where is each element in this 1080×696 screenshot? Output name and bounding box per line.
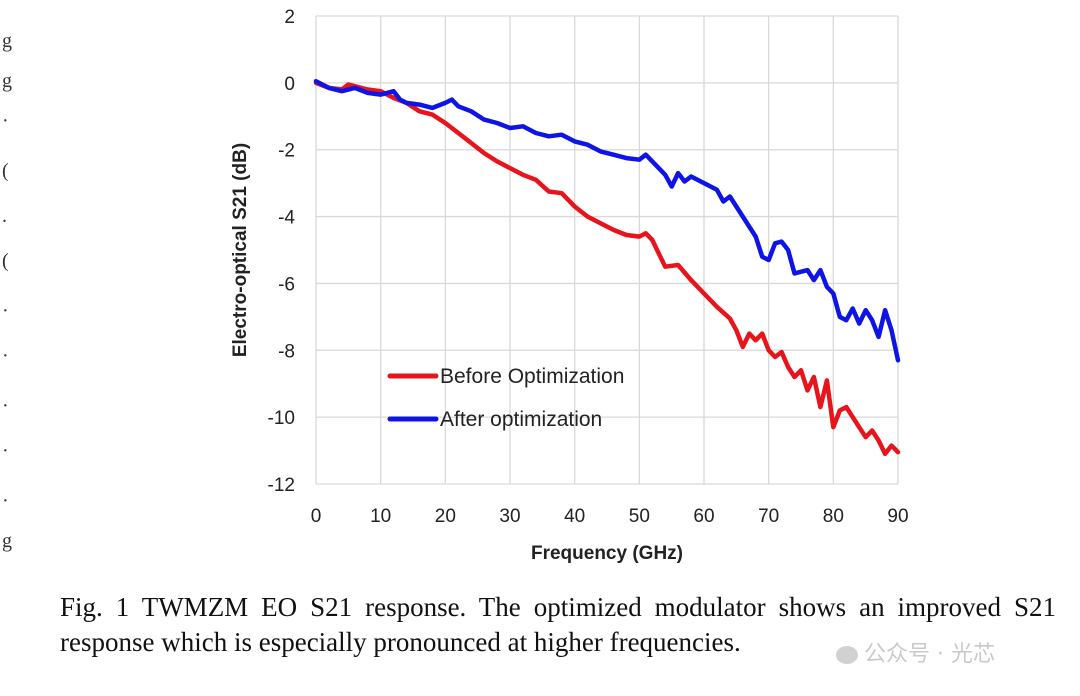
x-tick-label: 40 xyxy=(564,506,585,527)
wechat-icon xyxy=(836,646,858,664)
x-tick-label: 0 xyxy=(311,506,322,527)
y-axis-ticks: 2 0 -2 -4 -6 -8 -10 -12 xyxy=(268,7,296,496)
left-edge-fragment: . xyxy=(2,205,7,227)
x-axis-title: Frequency (GHz) xyxy=(531,543,683,564)
y-tick-label: -12 xyxy=(268,475,295,496)
legend-label: After optimization xyxy=(440,408,602,431)
y-tick-label: -2 xyxy=(278,141,295,162)
left-edge-fragment: g xyxy=(2,30,12,52)
y-tick-label: -8 xyxy=(278,341,295,362)
left-edge-fragment: g xyxy=(2,70,12,92)
chart-legend: Before Optimization After optimization xyxy=(387,365,624,431)
chart-series xyxy=(313,78,901,457)
x-axis-ticks: 0 10 20 30 40 50 60 70 80 90 xyxy=(311,506,909,527)
x-tick-label: 90 xyxy=(887,506,908,527)
x-tick-label: 70 xyxy=(758,506,779,527)
series-line-after-optimization xyxy=(313,78,901,363)
legend-label: Before Optimization xyxy=(440,365,624,388)
series-line-before-optimization xyxy=(313,80,901,457)
y-tick-label: 2 xyxy=(284,7,295,28)
left-edge-fragment: ( xyxy=(2,160,9,182)
left-edge-fragment: · xyxy=(2,300,9,322)
watermark-text: 公众号 · 光芯 xyxy=(864,642,995,667)
left-edge-fragment: g xyxy=(2,530,12,552)
y-axis-title: Electro-optical S21 (dB) xyxy=(230,143,251,357)
x-tick-label: 30 xyxy=(499,506,520,527)
caption-line-2: improved S21 response which is especiall… xyxy=(60,592,1057,657)
left-edge-fragment: · xyxy=(2,110,9,132)
left-edge-fragment: · xyxy=(2,490,9,512)
figure-caption: Fig. 1 TWMZM EO S21 response. The optimi… xyxy=(60,590,1056,660)
x-tick-label: 20 xyxy=(435,506,456,527)
left-edge-fragment: ( xyxy=(2,250,9,272)
x-tick-label: 60 xyxy=(693,506,714,527)
left-edge-fragment: · xyxy=(2,345,9,367)
watermark: 公众号 · 光芯 xyxy=(836,636,995,668)
left-edge-fragment: · xyxy=(2,440,9,462)
x-tick-label: 50 xyxy=(629,506,650,527)
y-tick-label: -10 xyxy=(268,408,295,429)
x-tick-label: 10 xyxy=(370,506,391,527)
caption-line-1: Fig. 1 TWMZM EO S21 response. The optimi… xyxy=(60,592,885,622)
left-edge-fragment: · xyxy=(2,395,9,417)
y-tick-label: -4 xyxy=(278,208,295,229)
x-tick-label: 80 xyxy=(823,506,844,527)
s21-line-chart: 20-2-4-6-8-10-12 0 10 20 30 40 50 60 70 80 90 Fre… xyxy=(230,7,909,564)
left-edge-text-fragments: g g ·(.(· · · · · g xyxy=(0,0,12,560)
chart-grid xyxy=(315,15,899,485)
y-tick-label: -6 xyxy=(278,274,295,295)
y-tick-label: 0 xyxy=(284,74,295,95)
